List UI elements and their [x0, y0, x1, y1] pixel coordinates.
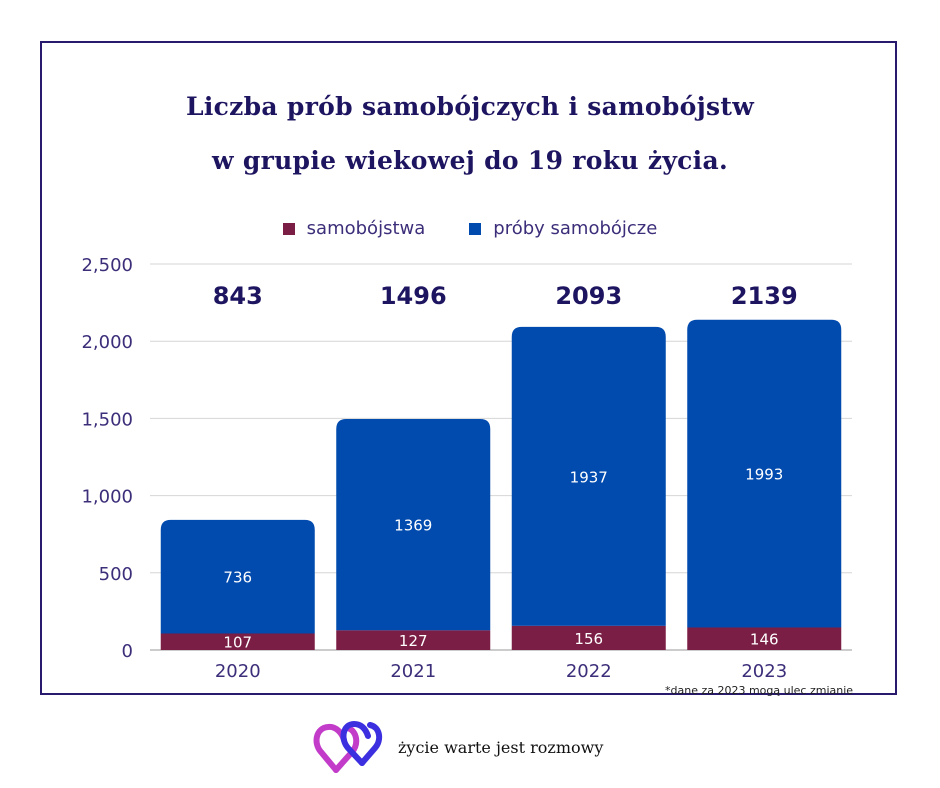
data-label-proby: 1369 [394, 517, 432, 535]
legend-swatch-samobojstwa [282, 222, 295, 235]
chart-title-line-2: w grupie wiekowej do 19 roku życia. [212, 146, 728, 175]
legend-label-samobojstwa: samobójstwa [306, 218, 426, 239]
x-tick-label: 2021 [390, 661, 436, 682]
y-tick-label: 0 [122, 641, 133, 662]
bar-segment-samobojstwa [511, 625, 666, 650]
y-tick-label: 1,500 [81, 409, 133, 430]
brand-logo: życie warte jest rozmowy [312, 718, 603, 776]
data-label-samobojstwa: 127 [399, 632, 428, 650]
total-label: 2093 [555, 282, 622, 310]
brand-tagline: życie warte jest rozmowy [398, 737, 604, 757]
data-label-proby: 736 [223, 569, 252, 587]
chart-frame [40, 41, 897, 695]
x-tick-label: 2022 [566, 661, 612, 682]
data-label-proby: 1993 [745, 466, 783, 484]
bar-segment-samobojstwa [160, 633, 315, 650]
legend-item-proby: próby samobójcze [469, 218, 657, 239]
stacked-bar-chart: 0 500 1,000 1,500 2,000 2,500 736 107 843 2020 136… [81, 255, 852, 682]
bar-segment-proby [336, 419, 491, 631]
chart-title-line-1: Liczba prób samobójczych i samobójstw [185, 92, 755, 121]
data-label-samobojstwa: 146 [750, 631, 779, 649]
data-label-samobojstwa: 156 [574, 630, 603, 648]
bar-segment-samobojstwa [336, 630, 491, 650]
bar-segment-samobojstwa [687, 627, 842, 650]
bar-segment-proby [160, 519, 315, 634]
legend-label-proby: próby samobójcze [493, 218, 658, 239]
y-tick-label: 2,000 [81, 332, 133, 353]
y-tick-label: 500 [99, 564, 133, 585]
legend: samobójstwa próby samobójcze [0, 218, 940, 239]
bar-segment-proby [511, 326, 666, 626]
legend-swatch-proby [469, 222, 482, 235]
total-label: 2139 [731, 282, 798, 310]
total-label: 1496 [380, 282, 447, 310]
legend-item-samobojstwa: samobójstwa [282, 218, 426, 239]
double-heart-ribbon-icon [313, 720, 383, 773]
footnote: *dane za 2023 mogą ulec zmianie [665, 684, 854, 697]
x-tick-label: 2023 [741, 661, 787, 682]
data-label-proby: 1937 [570, 468, 608, 486]
total-label: 843 [213, 282, 263, 310]
x-tick-label: 2020 [215, 661, 261, 682]
y-tick-label: 2,500 [81, 255, 133, 276]
data-label-samobojstwa: 107 [223, 634, 252, 652]
y-tick-label: 1,000 [81, 487, 133, 508]
bar-segment-proby [687, 319, 842, 628]
